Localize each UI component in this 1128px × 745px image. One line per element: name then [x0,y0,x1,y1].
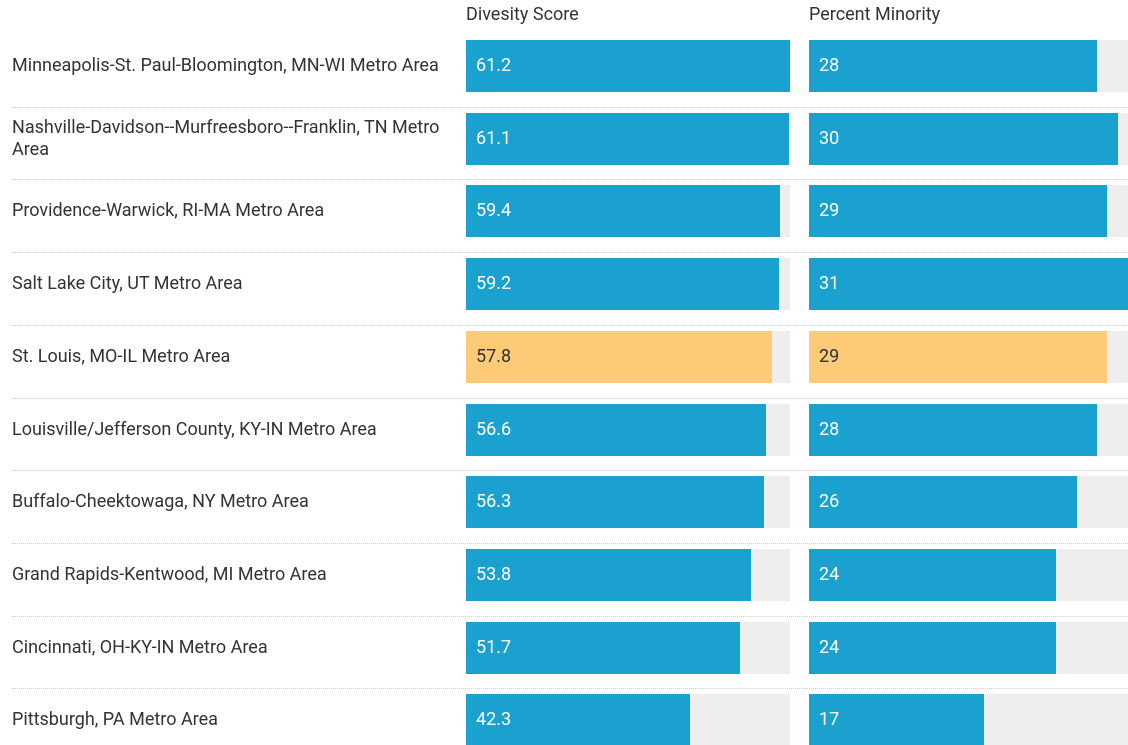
value-label: 61.1 [476,127,512,149]
row-label: Cincinnati, OH-KY-IN Metro Area [12,636,268,658]
bar [809,185,1108,238]
row-separator [12,106,1128,108]
bar [466,403,766,456]
bar [466,548,751,601]
value-label: 26 [819,491,840,513]
value-label: 24 [819,636,840,658]
bar [466,330,772,383]
bar [466,258,780,311]
column-header: Percent Minority [809,4,941,25]
row-label: St. Louis, MO-IL Metro Area [12,345,231,367]
bar [809,621,1056,674]
bar [466,476,765,529]
value-label: 56.6 [476,418,512,440]
value-label: 61.2 [476,55,512,76]
bar [809,40,1098,92]
bar [809,548,1056,601]
row-label: Salt Lake City, UT Metro Area [12,273,243,295]
row-label: Buffalo-Cheektowaga, NY Metro Area [12,491,309,513]
row-label: Nashville-Davidson--Murfreesboro--Frankl… [12,116,440,160]
bar [809,112,1118,165]
value-label: 28 [819,418,840,440]
bar [466,185,781,238]
column-header: Divesity Score [466,4,579,25]
row-separator [12,252,1128,254]
row-separator [12,615,1128,617]
row-label: Minneapolis-St. Paul-Bloomington, MN-WI … [12,55,439,76]
value-label: 31 [819,273,840,295]
row-separator [12,688,1128,690]
row-separator [12,324,1128,326]
bar [809,694,984,745]
value-label: 53.8 [476,563,512,585]
row-separator [12,470,1128,472]
value-label: 29 [819,345,840,367]
row-separator [12,542,1128,544]
row-separator [12,397,1128,399]
row-separator [12,179,1128,181]
row-label: Grand Rapids-Kentwood, MI Metro Area [12,563,327,585]
value-label: 57.8 [476,345,512,367]
value-label: 29 [819,200,840,222]
row-label: Providence-Warwick, RI-MA Metro Area [12,200,325,222]
bar [809,330,1108,383]
value-label: 17 [819,709,840,731]
bar [809,476,1077,529]
bar [466,621,740,674]
row-label: Pittsburgh, PA Metro Area [12,709,218,731]
value-label: 28 [819,55,840,76]
row-label: Louisville/Jefferson County, KY-IN Metro… [12,418,377,440]
value-label: 59.2 [476,273,512,295]
bar [466,112,790,165]
bar [466,694,690,745]
bar [809,403,1098,456]
bar [809,258,1128,311]
bar [466,40,790,92]
value-label: 30 [819,127,840,149]
value-label: 42.3 [476,709,512,731]
value-label: 24 [819,563,840,585]
value-label: 56.3 [476,491,512,513]
value-label: 51.7 [476,636,512,658]
value-label: 59.4 [476,200,512,222]
